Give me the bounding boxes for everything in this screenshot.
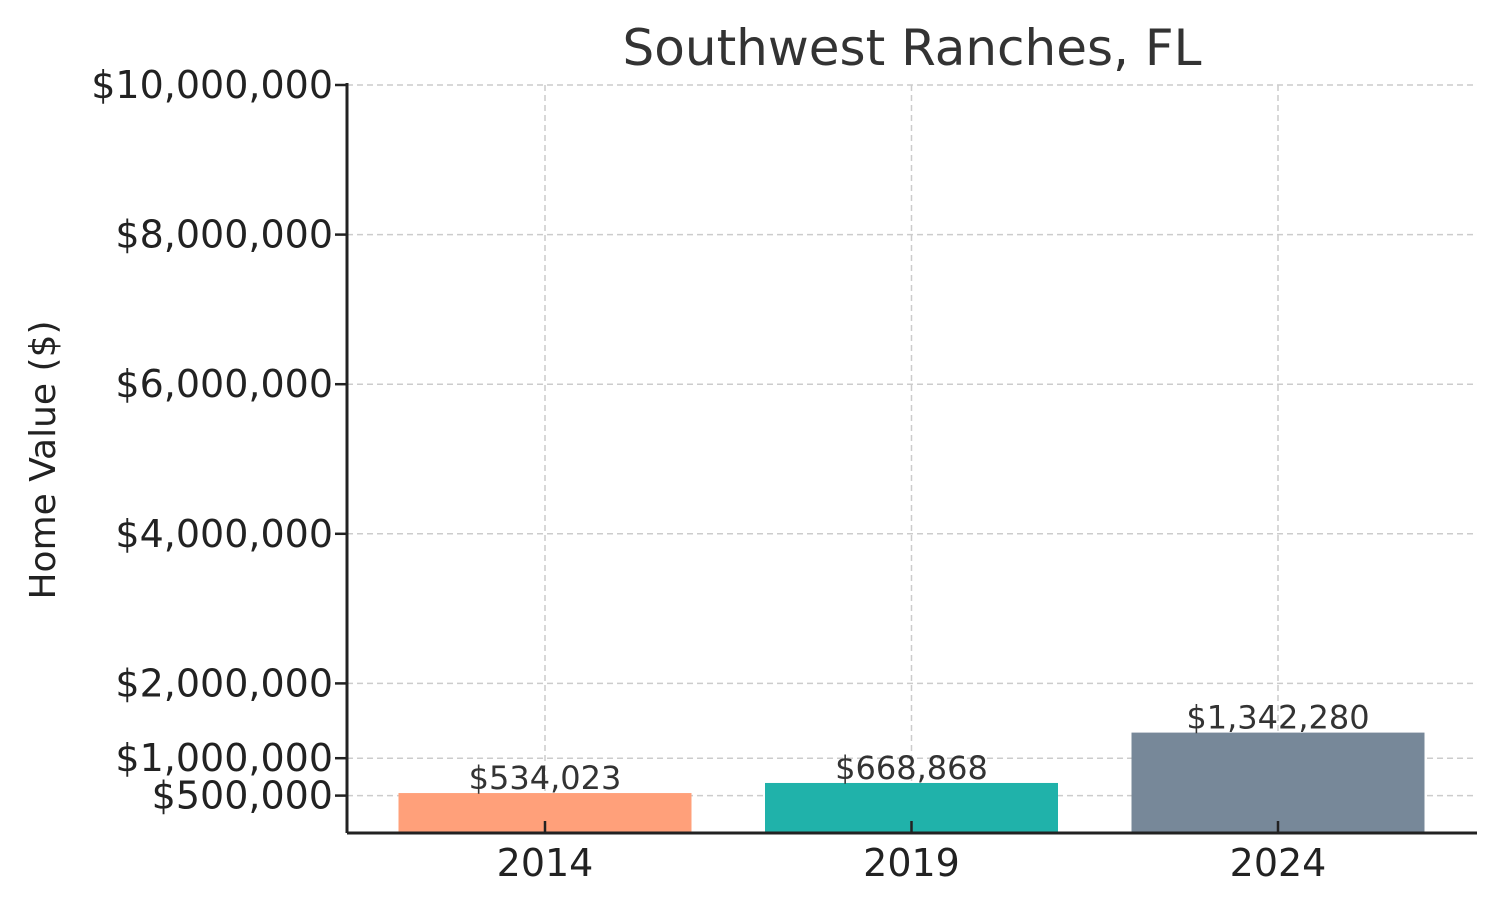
bar-2024 [1131,732,1425,833]
y-tick-label: $6,000,000 [115,362,333,406]
y-tick-label: $1,000,000 [115,736,333,780]
x-ticks: 2014 2019 2024 [497,821,1327,885]
data-label: $1,342,280 [1186,699,1369,737]
y-tick-label: $10,000,000 [91,63,333,107]
y-ticks: $500,000$1,000,000 $2,000,000 $4,000,000 $6… [91,63,347,818]
x-tick-label: 2019 [863,841,960,885]
y-tick-label: $500,000 [152,774,333,818]
y-axis-label: Home Value ($) [23,320,64,599]
chart-title: Southwest Ranches, FL [623,19,1202,77]
data-label: $668,868 [835,749,988,787]
y-tick-label: $2,000,000 [115,661,333,705]
data-label: $534,023 [469,759,622,797]
data-labels: $534,023 $668,868 $1,342,280 [469,699,1370,797]
y-tick-label: $8,000,000 [115,213,333,257]
x-tick-label: 2014 [497,841,594,885]
x-tick-label: 2024 [1230,841,1327,885]
y-tick-label: $4,000,000 [115,512,333,556]
